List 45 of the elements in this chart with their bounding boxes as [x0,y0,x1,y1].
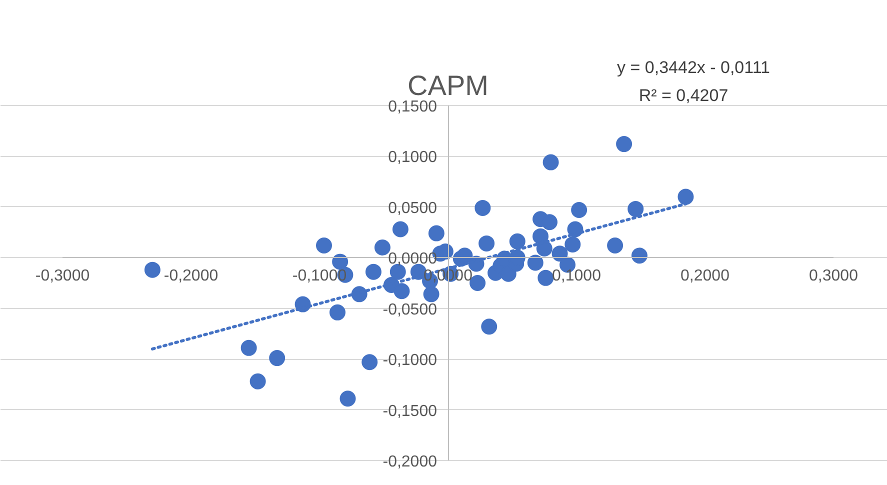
point [316,237,332,254]
x-tick-label: -0,2000 [164,268,218,285]
point [678,188,694,205]
point [374,240,390,256]
chart-title: CAPM [408,70,488,101]
point [538,270,554,286]
y-tick-label: 0,1000 [388,149,438,166]
y-tick-label: -0,2000 [382,454,438,470]
point [542,214,558,230]
point [616,136,632,152]
point [250,373,266,390]
point [362,354,378,370]
point [631,248,648,264]
point [607,237,624,254]
y-tick-label: -0,1000 [382,352,438,370]
point [628,200,644,217]
text: y = 0,3442x - 0,0111 [617,58,770,77]
y-tick-label: -0,0500 [382,301,438,318]
point [423,286,440,302]
point [478,235,495,252]
point [240,340,257,356]
y-tick-label: -0,1500 [382,402,438,420]
x-tick-label: 0,3000 [809,268,858,285]
point [365,264,382,280]
point [509,233,526,250]
x-tick-label: 0,1000 [552,268,602,285]
y-tick-label: 0,1500 [388,98,438,116]
point [329,304,346,320]
point [428,225,444,242]
point [474,200,491,216]
point [340,390,356,407]
point [392,221,408,238]
point [527,254,544,271]
x-tick-label: 0,2000 [680,268,730,285]
point [481,318,498,335]
point [269,350,286,366]
x-tick-label: -0,3000 [35,268,90,285]
point [394,283,410,300]
point [571,202,588,218]
y-tick-label: 0,0000 [388,250,438,268]
point [542,154,559,170]
point [144,262,160,278]
y-tick-label: 0,0500 [388,200,438,217]
point [564,236,581,252]
text: R² = 0,4207 [638,86,728,105]
